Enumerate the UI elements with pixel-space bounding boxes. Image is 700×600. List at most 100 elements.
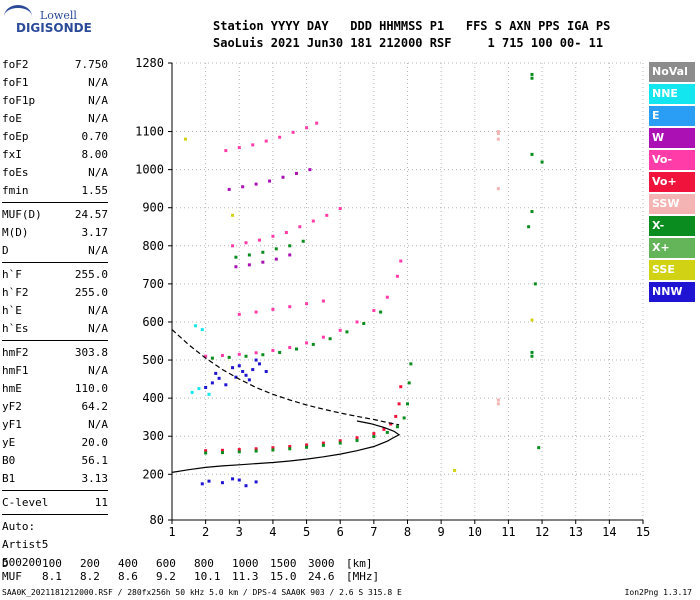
echo-point xyxy=(261,260,265,264)
muf-frequency-row-unit: [MHz] xyxy=(346,570,380,583)
x-tick-label: 4 xyxy=(269,525,276,539)
echo-point xyxy=(301,239,305,243)
param-row: M(D) 3.17 xyxy=(2,224,108,242)
echo-point xyxy=(385,295,389,299)
x-tick-label: 15 xyxy=(636,525,650,539)
echo-point xyxy=(530,72,534,76)
echo-point xyxy=(338,206,342,210)
legend-entry: NoVal xyxy=(649,62,695,82)
echo-point xyxy=(288,244,292,248)
echo-point xyxy=(496,131,500,135)
echo-point xyxy=(315,121,319,125)
echo-point xyxy=(294,171,298,175)
echo-point xyxy=(328,337,332,341)
legend-entry: X+ xyxy=(649,238,695,258)
param-value: 8.00 xyxy=(81,148,109,161)
echo-point xyxy=(406,402,409,406)
x-tick-label: 3 xyxy=(236,525,243,539)
muf-distance-row-value: 3000 xyxy=(308,557,335,570)
params-divider xyxy=(2,490,108,491)
echo-point xyxy=(308,168,312,172)
param-name: hmE xyxy=(2,382,22,395)
param-value: 20.0 xyxy=(81,436,109,449)
x-tick-label: 7 xyxy=(370,525,377,539)
echo-point xyxy=(278,135,282,139)
echo-point xyxy=(389,422,393,426)
echo-point xyxy=(254,480,258,484)
echo-point xyxy=(254,182,258,186)
echo-point xyxy=(237,450,241,454)
muf-frequency-row-value: 8.1 xyxy=(42,570,62,583)
x-tick-label: 9 xyxy=(438,525,445,539)
echo-point xyxy=(288,305,292,309)
x-tick-label: 10 xyxy=(468,525,482,539)
muf-frequency-row: MUF 8.1 8.2 8.6 9.2 10.1 11.3 15.0 24.6 [MHz] xyxy=(2,570,379,583)
echo-point xyxy=(284,230,288,234)
echo-point xyxy=(204,451,208,455)
muf-frequency-row-value: 8.6 xyxy=(118,570,138,583)
muf-frequency-row-label: MUF xyxy=(2,570,22,583)
echo-point xyxy=(338,441,342,445)
echo-point xyxy=(288,447,292,451)
y-tick-label: 1100 xyxy=(135,125,164,139)
echo-point xyxy=(530,210,534,214)
echo-point xyxy=(345,330,349,334)
echo-point xyxy=(394,414,398,418)
param-row: hmF1 N/A xyxy=(2,362,108,380)
echo-point xyxy=(530,152,534,156)
param-name: foF1p xyxy=(2,94,36,107)
param-row: hmF2 303.8 xyxy=(2,344,108,362)
param-value: 3.17 xyxy=(81,226,109,239)
auto-scaling-info: Auto: xyxy=(2,520,36,533)
echo-point xyxy=(409,362,413,366)
y-tick-label: 900 xyxy=(142,201,164,215)
echo-point xyxy=(244,373,248,377)
echo-point xyxy=(234,375,238,379)
muf-distance-row-value: 1000 xyxy=(232,557,259,570)
echo-point xyxy=(527,225,531,229)
param-name: foF2 xyxy=(2,58,29,71)
echo-point xyxy=(288,444,292,448)
echo-point xyxy=(247,378,251,382)
echo-point xyxy=(321,299,325,303)
param-row: h`E N/A xyxy=(2,302,108,320)
param-value: 303.8 xyxy=(74,346,108,359)
x-tick-label: 11 xyxy=(501,525,515,539)
echo-point xyxy=(224,383,228,387)
auto-scaling-info: Artist5 xyxy=(2,538,49,551)
x-tick-label: 14 xyxy=(602,525,616,539)
echo-point xyxy=(200,328,204,332)
echo-point xyxy=(530,350,534,354)
param-value: 7.750 xyxy=(74,58,108,71)
echo-point xyxy=(271,446,275,450)
param-value: 255.0 xyxy=(74,286,108,299)
muf-distance-row-value: 1500 xyxy=(270,557,297,570)
echo-point xyxy=(244,484,248,488)
legend-entry: NNE xyxy=(649,84,695,104)
echo-point xyxy=(305,341,309,345)
echo-point xyxy=(321,443,325,447)
echo-point xyxy=(251,143,255,147)
footer-version: Ion2Png 1.3.17 xyxy=(624,588,692,597)
auto-scaling-info: 500200 xyxy=(2,556,42,569)
polarization-legend: NoVal NNE E W Vo- Vo+ SSW X- X+ SSE NNW xyxy=(649,62,695,304)
echo-point xyxy=(241,185,245,189)
param-row: hmE 110.0 xyxy=(2,380,108,398)
param-row: foF1 N/A xyxy=(2,74,108,92)
muf-distance-row-value: 100 xyxy=(42,557,62,570)
header-line1: Station YYYY DAY DDD HHMMSS P1 FFS S AXN… xyxy=(213,19,611,33)
param-name: D xyxy=(2,244,9,257)
param-name: B0 xyxy=(2,454,16,467)
param-value: 1.55 xyxy=(81,184,109,197)
echo-point xyxy=(251,368,255,372)
echo-point xyxy=(294,347,298,351)
echo-point xyxy=(217,376,221,380)
param-row: foEs N/A xyxy=(2,164,108,182)
echo-point xyxy=(305,445,309,449)
echo-point xyxy=(197,387,201,391)
echo-point xyxy=(530,76,534,80)
echo-point xyxy=(237,448,241,452)
station-header: Station YYYY DAY DDD HHMMSS P1 FFS S AXN… xyxy=(213,18,610,52)
y-tick-label: 80 xyxy=(150,513,164,527)
echo-point xyxy=(220,451,224,455)
